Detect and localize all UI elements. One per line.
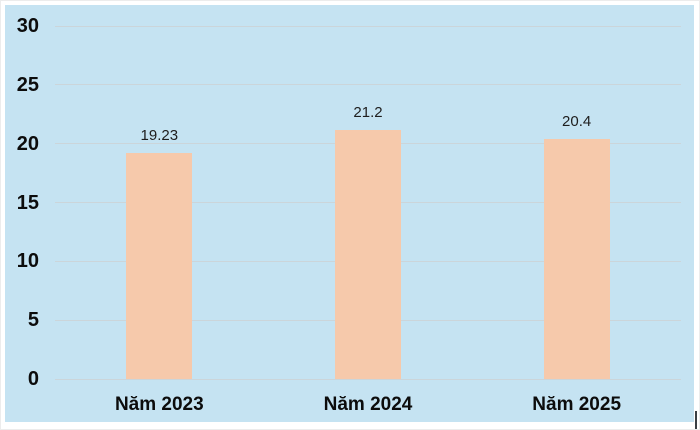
gridline	[55, 25, 681, 27]
x-axis-category-label: Năm 2023	[114, 394, 204, 415]
y-axis-tick-label: 10	[16, 250, 39, 273]
x-axis-category-label: Năm 2025	[532, 394, 622, 415]
bar	[543, 138, 610, 379]
y-axis-tick-label: 25	[16, 73, 39, 96]
gridline	[55, 84, 681, 86]
x-axis-category-label: Năm 2024	[323, 394, 413, 415]
bar-value-label: 20.4	[562, 112, 592, 130]
bar-value-label: 21.2	[353, 103, 383, 121]
bar-value-label: 19.23	[140, 126, 179, 144]
y-axis-tick-label: 0	[27, 368, 39, 390]
y-axis-tick-label: 5	[27, 309, 39, 332]
bar	[335, 129, 401, 379]
gridline	[55, 378, 681, 380]
bar	[126, 152, 193, 379]
y-axis-tick-label: 30	[16, 15, 39, 37]
y-axis-tick-label: 15	[16, 191, 39, 214]
y-axis-tick-label: 20	[16, 132, 39, 155]
text-cursor	[695, 411, 697, 429]
